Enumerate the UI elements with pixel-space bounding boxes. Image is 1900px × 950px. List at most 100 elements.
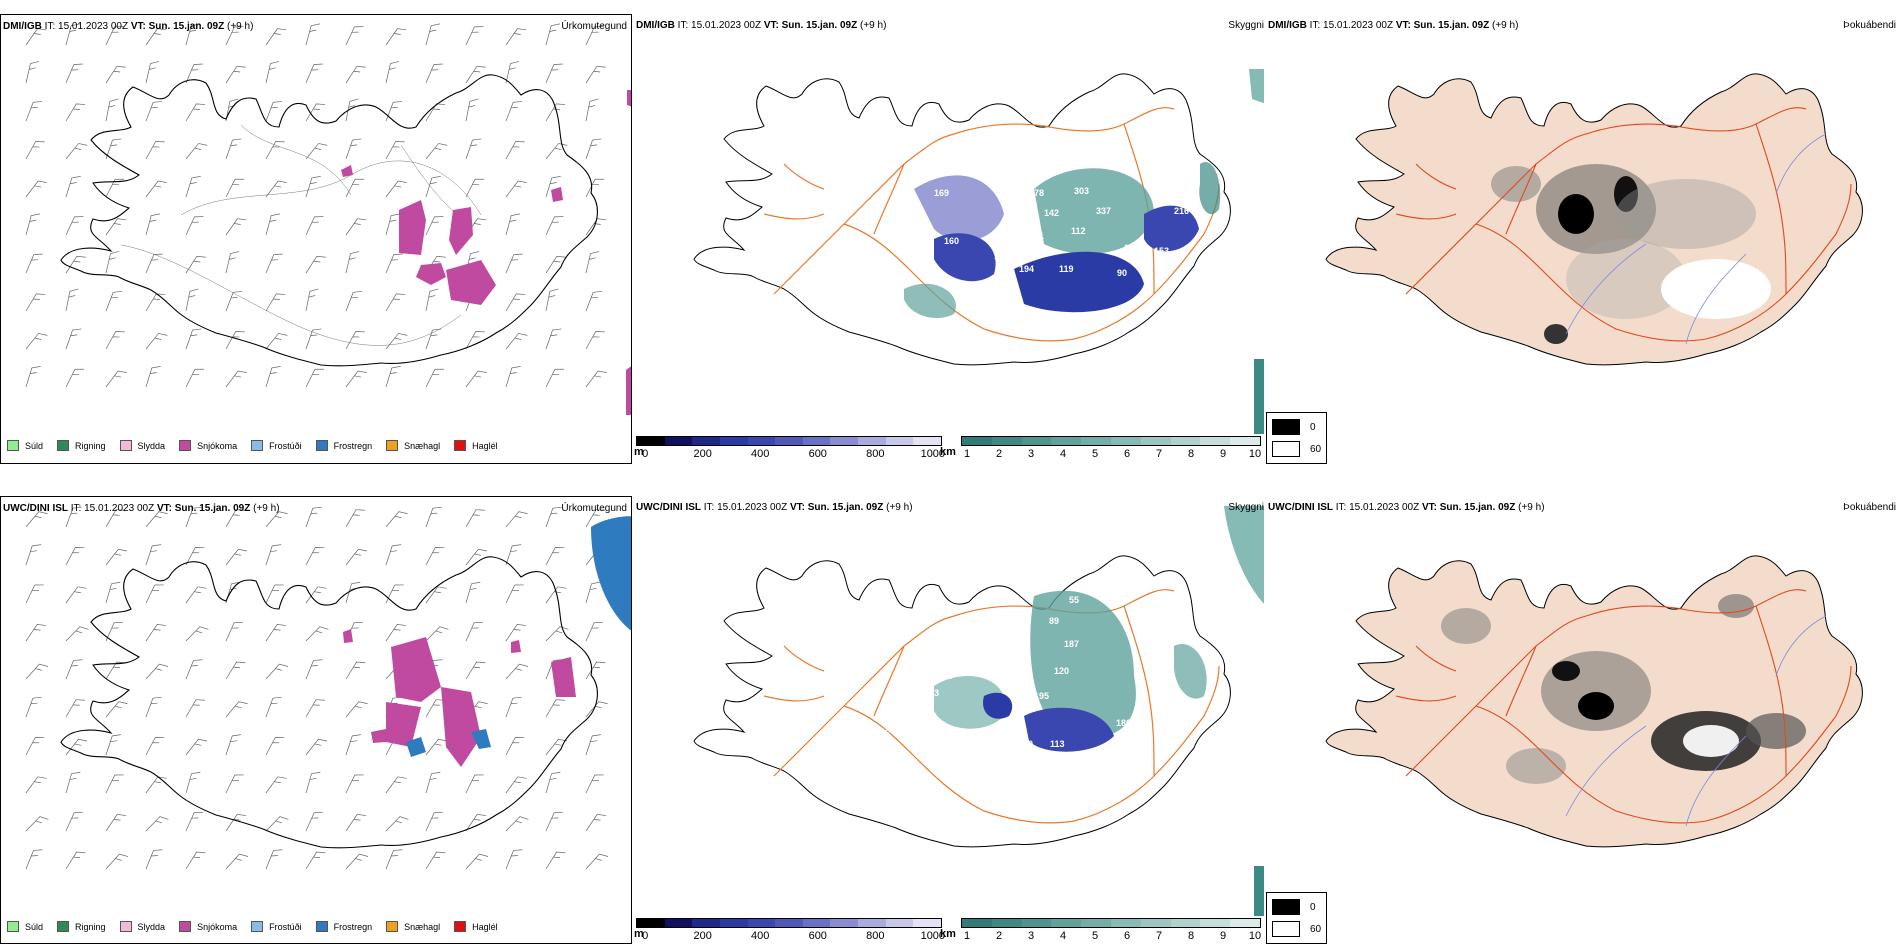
wind-barb <box>145 253 163 274</box>
wind-barb <box>185 506 202 528</box>
wind-barb <box>105 331 125 350</box>
legend-item: Slydda <box>119 440 165 451</box>
wind-barb <box>505 776 527 794</box>
wind-barb <box>185 328 202 350</box>
wind-barb <box>465 98 479 122</box>
wind-barb <box>545 63 563 84</box>
legend-label: Frostúði <box>269 440 302 451</box>
colorbar-cell <box>664 919 693 927</box>
wind-barb <box>545 255 566 274</box>
panel-header: DMI/IGB IT: 15.01.2023 00Z VT: Sun. 15.j… <box>1268 20 1519 31</box>
wind-barb <box>465 581 481 604</box>
colorbar-tick: 600 <box>808 930 827 942</box>
legend-label: Snjókoma <box>197 440 238 451</box>
wind-barb <box>585 774 604 794</box>
wind-barb <box>385 776 407 794</box>
ceiling-value-label: 195 <box>1034 691 1049 701</box>
wind-barb <box>225 331 245 350</box>
wind-barb <box>505 544 522 566</box>
wind-barb <box>305 738 328 756</box>
wind-barb <box>265 816 289 832</box>
ceiling-value-label: 90 <box>1117 268 1127 278</box>
colorbar-tick: 200 <box>693 930 712 942</box>
wind-barb <box>505 663 529 680</box>
colorbar-cell <box>747 437 776 445</box>
wind-barb <box>265 141 285 160</box>
wind-barb <box>65 176 81 198</box>
wind-barb <box>65 216 84 236</box>
legend-swatch <box>386 440 399 451</box>
wind-barb <box>585 734 602 756</box>
colorbar-cell <box>1200 919 1231 927</box>
wind-barb <box>545 103 566 122</box>
colorbar-cell <box>1051 919 1082 927</box>
ceiling-value-label: 33 <box>969 615 979 625</box>
wind-barb <box>545 546 565 566</box>
rivers <box>1565 615 1827 827</box>
ceiling-unit: m <box>634 446 644 458</box>
legend-label: Haglél <box>472 921 498 932</box>
precip-legend: Súld Rigning Slydda Snjókoma Frostúði Frostre… <box>7 440 512 451</box>
wind-barb <box>345 774 364 794</box>
colorbar-tick: 8 <box>1187 448 1195 460</box>
wind-barb <box>145 293 166 312</box>
legend-label: Súld <box>25 440 44 451</box>
wind-barb <box>65 288 79 312</box>
wind-barb <box>505 624 527 642</box>
wind-barb <box>145 736 165 756</box>
wind-barb <box>545 176 561 198</box>
wind-barb <box>425 328 442 350</box>
ceiling-value-label: 153 <box>1154 246 1169 256</box>
wind-barb <box>465 774 484 794</box>
wind-barb <box>225 98 239 122</box>
wind-barb <box>145 141 165 160</box>
wind-barb <box>265 849 283 870</box>
colorbar-tick: 400 <box>751 930 770 942</box>
legend-label: Frostregn <box>333 440 373 451</box>
ceiling-value-label: 178 <box>1029 188 1044 198</box>
low-cloud-areas <box>934 506 1266 921</box>
wind-barb <box>225 65 246 84</box>
colorbar-cell <box>830 437 859 445</box>
wind-barb <box>425 811 444 832</box>
wind-barb <box>265 696 282 718</box>
colorbar-cell <box>1021 437 1052 445</box>
wind-barb <box>65 699 85 718</box>
wind-barb <box>105 853 129 870</box>
colorbar-tick: 0 <box>642 448 649 460</box>
wind-barb <box>505 253 523 274</box>
wind-barb <box>345 548 368 566</box>
wind-barb <box>25 511 48 528</box>
wind-barb <box>385 61 400 84</box>
wind-barb <box>105 621 124 642</box>
wind-barb <box>145 544 162 566</box>
wind-barb <box>185 699 205 718</box>
ceiling-visibility-panel-top: DMI/IGB IT: 15.01.2023 00Z VT: Sun. 15.j… <box>634 14 1266 464</box>
wind-barb <box>585 853 609 870</box>
wind-barb <box>305 103 326 122</box>
ceiling-value-label: 89 <box>1049 616 1059 626</box>
legend-item: Súld <box>7 921 43 932</box>
colorbar-cell <box>1230 437 1260 445</box>
wind-barb <box>25 141 45 160</box>
legend-item: Snjókoma <box>179 440 237 451</box>
wind-barb <box>505 736 525 756</box>
visibility-unit: km <box>940 446 956 458</box>
wind-barb <box>105 65 126 84</box>
legend-label: Rigning <box>75 440 106 451</box>
legend-swatch <box>119 921 132 932</box>
colorbar-cell <box>719 919 748 927</box>
wind-barb <box>425 216 444 236</box>
wind-barb <box>185 255 206 274</box>
ceiling-value-label: 337 <box>1096 206 1111 216</box>
wind-barb <box>545 288 559 312</box>
wind-barb <box>345 218 367 236</box>
wind-barb <box>545 851 566 870</box>
wind-barb <box>545 216 564 236</box>
wind-barb <box>65 738 88 756</box>
wind-barb <box>505 511 528 528</box>
wind-barb <box>105 661 126 680</box>
legend-swatch <box>315 440 328 451</box>
fog-legend-top: 0 60 <box>1266 412 1328 464</box>
wind-barb <box>425 143 448 160</box>
